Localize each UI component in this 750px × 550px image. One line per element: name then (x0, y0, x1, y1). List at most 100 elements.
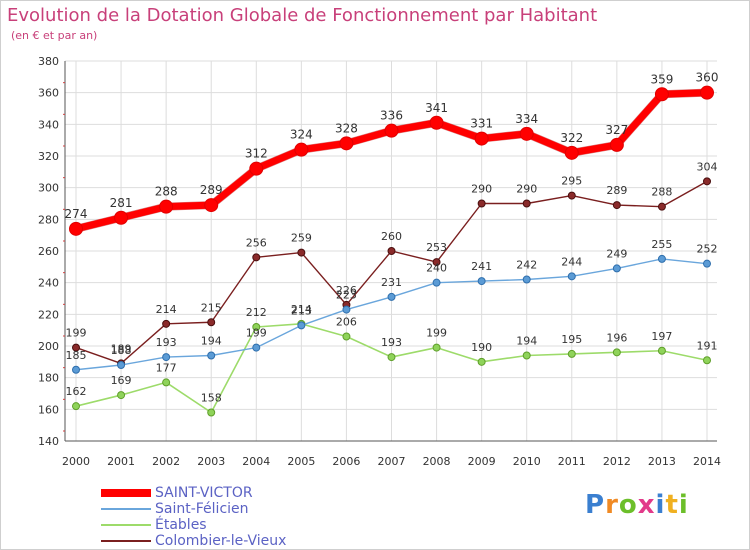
data-label: 193 (381, 336, 402, 349)
x-tick-label: 2013 (648, 455, 676, 468)
data-point (700, 85, 714, 100)
data-label: 334 (515, 112, 538, 126)
data-point (429, 115, 444, 130)
data-label: 252 (697, 243, 718, 256)
data-label: 214 (156, 303, 177, 316)
x-tick-label: 2004 (242, 455, 270, 468)
data-point (117, 361, 126, 369)
data-point (72, 365, 80, 374)
data-point (612, 201, 621, 210)
logo-letter: i (678, 490, 689, 520)
legend-label: SAINT-VICTOR (155, 485, 253, 501)
data-point (339, 136, 354, 151)
y-tick-label: 180 (38, 372, 59, 385)
data-label: 240 (426, 262, 447, 275)
data-point (432, 343, 441, 352)
data-label: 289 (606, 184, 627, 197)
y-tick-label: 200 (38, 340, 59, 353)
x-tick-label: 2005 (287, 455, 315, 468)
data-label: 169 (111, 374, 132, 387)
data-label: 177 (156, 361, 177, 374)
data-point (252, 323, 261, 331)
data-point (567, 272, 576, 281)
y-tick-label: 380 (38, 55, 59, 68)
x-tick-label: 2000 (62, 455, 90, 468)
data-label: 336 (380, 109, 403, 123)
data-point (657, 346, 666, 355)
legend-swatch (101, 508, 151, 510)
legend-label: Étables (155, 517, 207, 533)
data-label: 215 (201, 301, 222, 314)
logo-letter: r (605, 490, 619, 520)
data-label: 193 (156, 336, 177, 349)
x-tick-label: 2011 (558, 455, 586, 468)
data-point (204, 198, 219, 213)
data-point (342, 305, 351, 314)
data-label: 290 (471, 183, 492, 196)
data-point (387, 292, 396, 301)
data-label: 242 (516, 259, 537, 272)
data-label: 214 (291, 303, 312, 316)
data-label: 241 (471, 260, 492, 273)
data-label: 360 (696, 71, 719, 85)
data-label: 231 (381, 276, 402, 289)
y-tick-label: 340 (38, 118, 59, 131)
data-labels: 199 189 214 215 256 259 226 260 253 290 290 295 289 2… (65, 71, 719, 405)
data-label: 259 (291, 232, 312, 245)
legend-label: Saint-Félicien (155, 501, 249, 517)
data-point (294, 142, 309, 157)
data-point (432, 258, 441, 267)
data-label: 288 (651, 186, 672, 199)
data-label: 244 (561, 255, 582, 268)
data-label: 194 (201, 335, 222, 348)
y-tick-label: 220 (38, 308, 59, 321)
data-point (69, 221, 83, 236)
data-point (564, 145, 579, 160)
data-point (609, 137, 624, 152)
data-point (703, 356, 711, 365)
data-label: 324 (290, 128, 313, 142)
data-point (72, 402, 80, 411)
data-label: 158 (201, 392, 222, 405)
data-label: 290 (516, 183, 537, 196)
data-label: 256 (246, 236, 267, 249)
data-label: 312 (245, 147, 268, 161)
legend-swatch (101, 489, 151, 497)
data-point (522, 351, 531, 360)
logo-letter: t (665, 490, 679, 520)
data-point (117, 391, 126, 400)
data-point (703, 177, 711, 186)
axes: 140 160 180 200 220 240 260 280 300 320 340 360 380 2… (38, 55, 721, 468)
data-label: 249 (606, 247, 627, 260)
data-point (162, 378, 171, 387)
data-point (567, 349, 576, 358)
x-tick-label: 2009 (468, 455, 496, 468)
data-point (657, 254, 666, 263)
chart-subtitle: (en € et par an) (11, 29, 98, 42)
proxiti-logo: Proxiti (585, 490, 689, 520)
data-label: 281 (110, 196, 133, 210)
data-label: 289 (200, 183, 223, 197)
data-label: 162 (66, 385, 87, 398)
data-label: 199 (426, 327, 447, 340)
data-label: 212 (246, 306, 267, 319)
data-label: 189 (111, 342, 132, 355)
data-label: 304 (697, 160, 718, 173)
data-point (654, 87, 669, 102)
data-point (477, 277, 486, 286)
chart-title: Evolution de la Dotation Globale de Fonc… (7, 5, 598, 26)
data-label: 288 (155, 185, 178, 199)
x-tick-label: 2003 (197, 455, 225, 468)
data-label: 196 (606, 331, 627, 344)
data-label: 194 (516, 335, 537, 348)
y-tick-label: 140 (38, 435, 59, 448)
data-label: 199 (66, 327, 87, 340)
data-label: 226 (336, 284, 357, 297)
data-label: 223 (336, 289, 357, 302)
data-point (252, 253, 261, 262)
data-label: 328 (335, 121, 358, 135)
data-point (384, 123, 399, 138)
data-label: 327 (605, 123, 628, 137)
data-point (703, 259, 711, 268)
